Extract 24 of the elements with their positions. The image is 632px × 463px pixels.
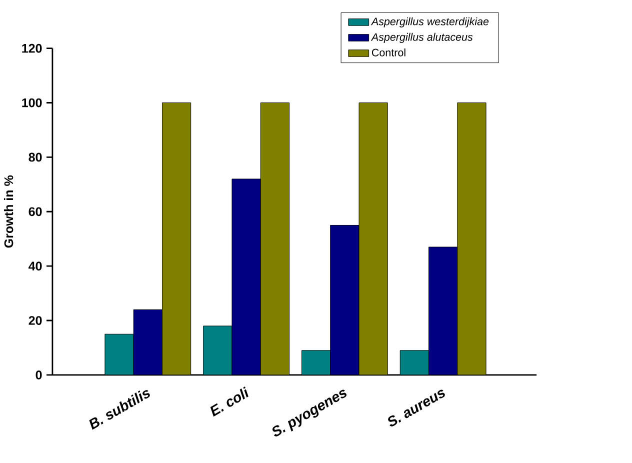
bar bbox=[400, 350, 429, 376]
bar bbox=[104, 334, 134, 376]
legend-label: Aspergillus alutaceus bbox=[370, 33, 473, 44]
bar bbox=[358, 102, 388, 376]
bar bbox=[232, 178, 261, 376]
legend-label: Control bbox=[372, 48, 406, 57]
y-tick-label: 40 bbox=[28, 262, 42, 271]
bar bbox=[428, 246, 458, 376]
legend-label: Aspergillus westerdijkiae bbox=[370, 18, 489, 28]
y-tick-label: 80 bbox=[28, 152, 42, 162]
y-tick-label: 120 bbox=[22, 44, 42, 53]
x-tick-label: E. coli bbox=[210, 386, 248, 417]
bar bbox=[457, 102, 486, 376]
y-tick-label: 60 bbox=[28, 207, 42, 216]
y-axis-title: Growth in % bbox=[4, 176, 14, 248]
y-tick-label: 0 bbox=[36, 370, 42, 380]
bar bbox=[203, 326, 232, 376]
y-tick-label: 100 bbox=[22, 98, 42, 108]
bar bbox=[133, 310, 162, 376]
bar bbox=[260, 102, 290, 376]
y-tick-label: 20 bbox=[28, 316, 42, 326]
bar bbox=[162, 102, 192, 376]
bar bbox=[301, 350, 331, 376]
bar bbox=[330, 225, 360, 376]
